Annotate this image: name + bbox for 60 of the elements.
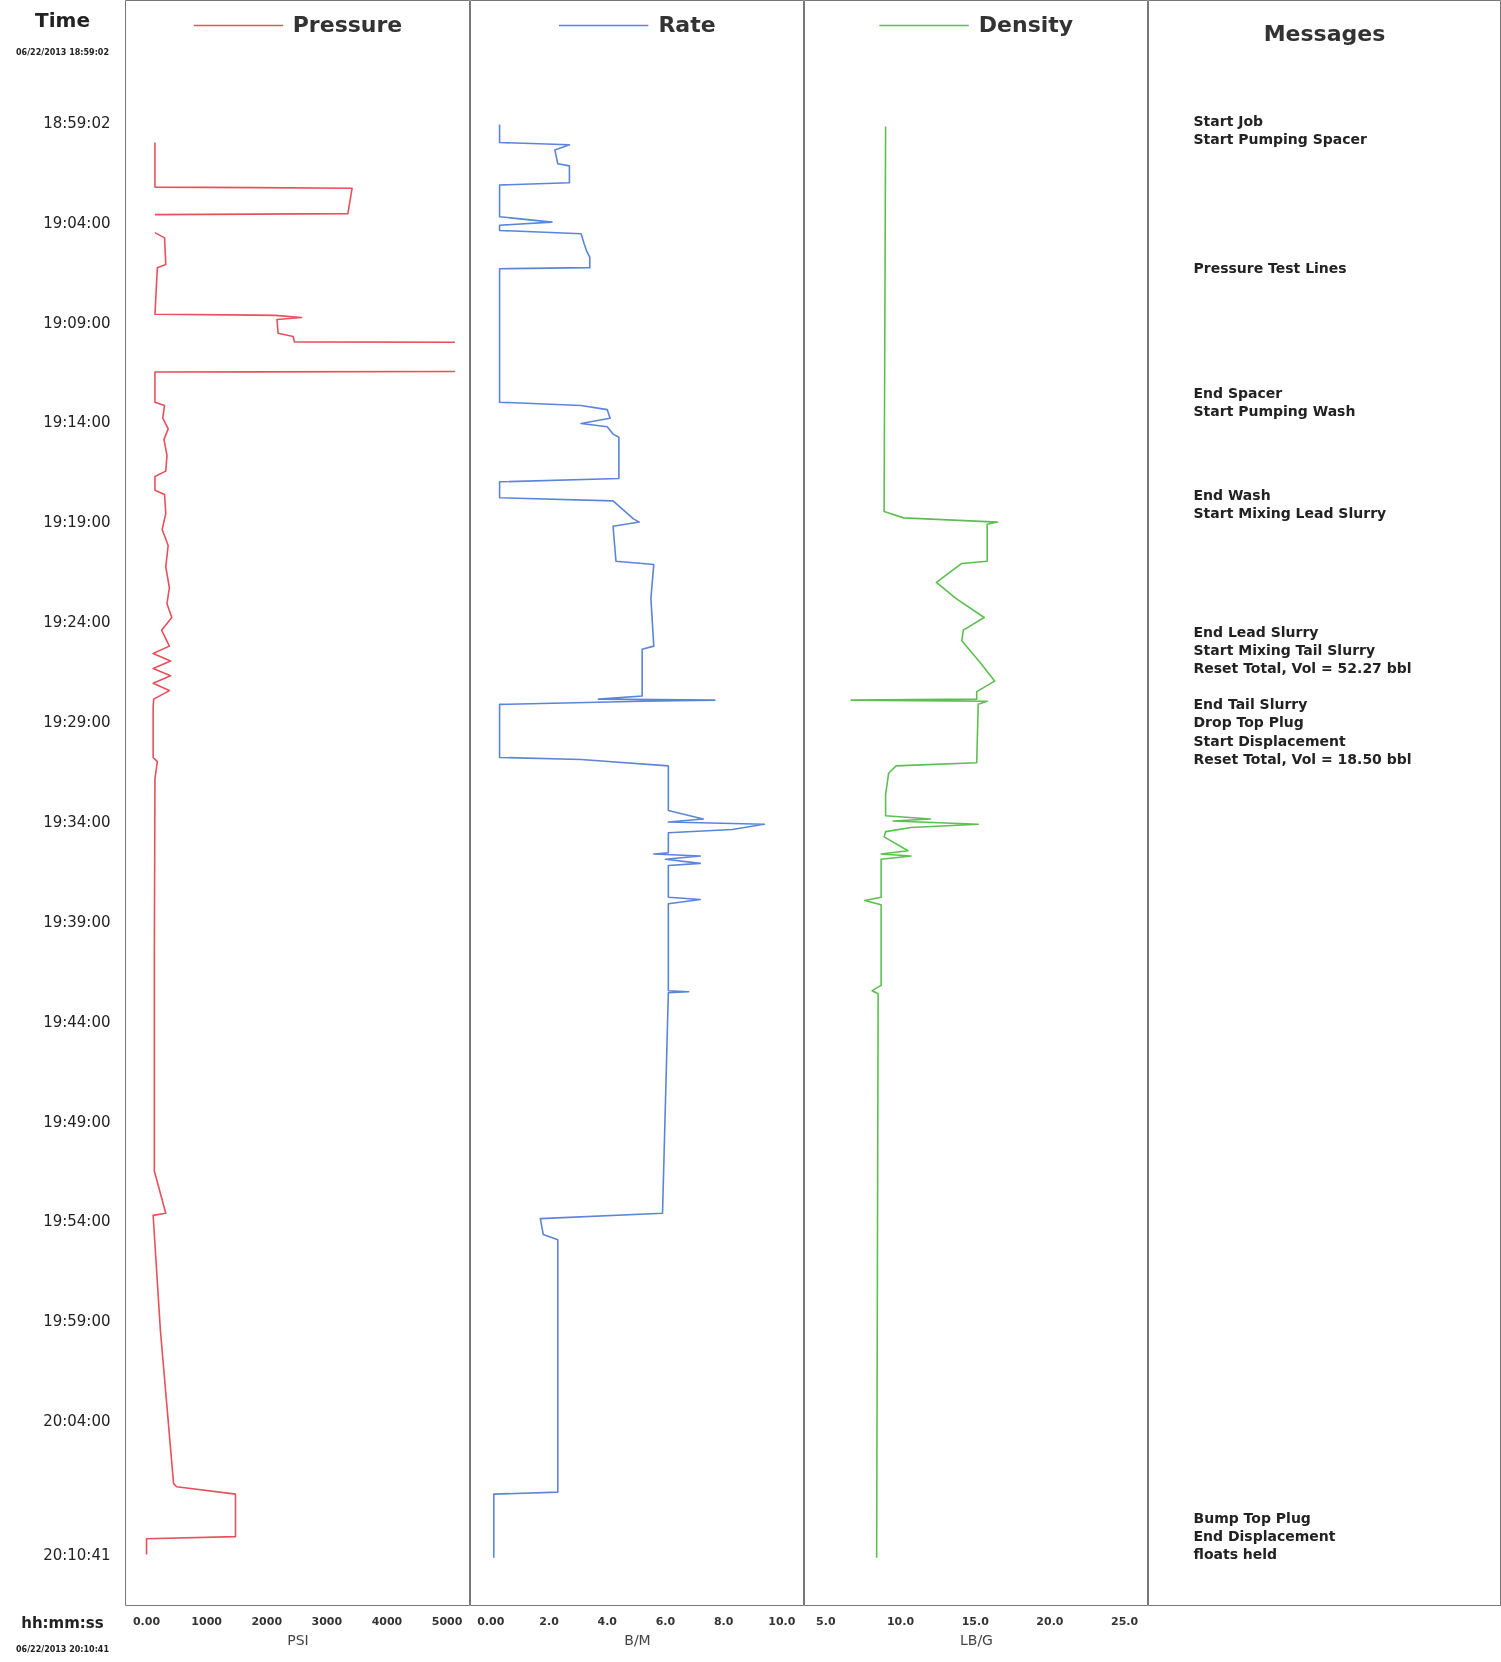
y-tick-label: 19:54:00 (43, 1212, 111, 1231)
x-axis-title: PSI (287, 1631, 309, 1648)
x-tick-label: 20.0 (1036, 1614, 1064, 1628)
y-tick-label: 19:29:00 (43, 713, 111, 732)
text: Start Pumping Wash (1193, 402, 1356, 419)
x-tick-label: 0.00 (132, 1614, 161, 1628)
text: Reset Total, Vol = 52.27 bbl (1193, 659, 1412, 676)
text: Messages (1263, 21, 1386, 46)
legend-label: Density (978, 12, 1074, 37)
text: End Tail Slurry (1193, 695, 1308, 712)
text: 06/22/2013 18:59:02 (15, 46, 110, 58)
y-tick-label: 19:34:00 (43, 812, 111, 831)
text: Time (34, 7, 91, 34)
x-tick-label: 25.0 (1111, 1614, 1139, 1628)
y-tick-label: 19:09:00 (43, 313, 111, 332)
y-tick-label: 20:10:41 (43, 1545, 111, 1564)
x-tick-label: 4.0 (597, 1614, 618, 1628)
text: Start Mixing Lead Slurry (1193, 504, 1387, 521)
text: Start Job (1193, 112, 1264, 129)
text: Bump Top Plug (1193, 1509, 1311, 1526)
text: End Wash (1193, 486, 1271, 503)
x-tick-label: 2000 (251, 1614, 283, 1628)
text: End Spacer (1193, 384, 1283, 401)
legend-label: Rate (658, 12, 716, 37)
x-axis-title: LB/G (960, 1631, 993, 1648)
x-tick-label: 0.00 (477, 1614, 505, 1628)
text: Start Displacement (1193, 732, 1347, 749)
y-tick-label: 19:59:00 (43, 1312, 111, 1331)
x-tick-label: 5.0 (816, 1614, 836, 1628)
x-axis-title: B/M (624, 1631, 651, 1648)
text: Reset Total, Vol = 18.50 bbl (1193, 750, 1412, 767)
y-tick-label: 20:04:00 (43, 1412, 111, 1431)
x-tick-label: 10.0 (886, 1614, 915, 1628)
y-tick-label: 18:59:02 (43, 114, 111, 133)
y-tick-label: 19:14:00 (43, 413, 111, 432)
x-tick-label: 2.0 (539, 1614, 560, 1628)
text: Start Mixing Tail Slurry (1193, 641, 1376, 658)
text: End Lead Slurry (1193, 623, 1319, 640)
text: Start Pumping Spacer (1193, 130, 1368, 147)
x-tick-label: 1000 (191, 1614, 223, 1628)
text: Drop Top Plug (1193, 713, 1304, 730)
y-tick-label: 19:19:00 (43, 513, 111, 532)
x-tick-label: 5000 (431, 1614, 463, 1628)
y-tick-label: 19:24:00 (43, 613, 111, 632)
x-tick-label: 3000 (311, 1614, 343, 1628)
x-tick-label: 6.0 (655, 1614, 676, 1628)
legend-label: Pressure (292, 12, 403, 37)
text: floats held (1193, 1545, 1278, 1562)
text: hh:mm:ss (20, 1613, 105, 1634)
x-tick-label: 8.0 (713, 1614, 734, 1628)
x-tick-label: 15.0 (961, 1614, 990, 1628)
y-tick-label: 19:49:00 (43, 1112, 111, 1131)
text: 06/22/2013 20:10:41 (15, 1644, 110, 1656)
x-tick-label: 10.0 (768, 1614, 796, 1628)
y-tick-label: 19:39:00 (43, 912, 111, 931)
text: End Displacement (1193, 1527, 1336, 1544)
y-tick-label: 19:04:00 (43, 213, 111, 232)
text: Pressure Test Lines (1193, 259, 1347, 276)
y-tick-label: 19:44:00 (43, 1012, 111, 1031)
x-tick-label: 4000 (371, 1614, 403, 1628)
